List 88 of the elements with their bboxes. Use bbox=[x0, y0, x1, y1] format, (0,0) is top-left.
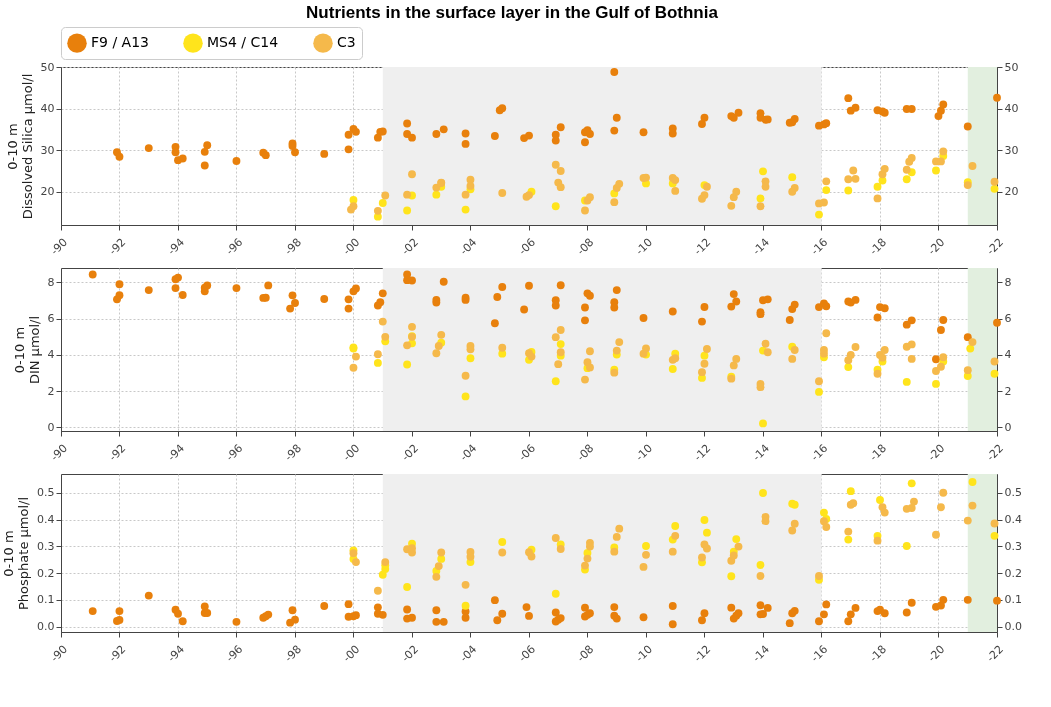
x-tick-label: -12 bbox=[691, 235, 714, 258]
y-tick-label: 8 bbox=[47, 275, 55, 289]
x-tick-label: -96 bbox=[223, 441, 246, 464]
x-tick-label: -02 bbox=[399, 642, 421, 665]
y-axis-title: 0-10 m Dissolved Silica µmol/l bbox=[4, 73, 35, 220]
x-tick-label: -94 bbox=[165, 642, 187, 665]
x-tick-label: -18 bbox=[867, 235, 889, 258]
x-tick-label: -90 bbox=[48, 235, 70, 258]
x-tick-label: -90 bbox=[48, 642, 70, 665]
x-tick-label: -90 bbox=[48, 441, 70, 464]
x-tick-label: -10 bbox=[633, 642, 655, 665]
y2-tick-label: 50 bbox=[1004, 60, 1019, 74]
x-tick-label: -98 bbox=[282, 642, 304, 665]
x-tick-label: -96 bbox=[223, 235, 246, 258]
x-tick-label: -92 bbox=[106, 441, 129, 464]
y-tick-label: 2 bbox=[47, 384, 55, 398]
x-tick-label: -22 bbox=[984, 235, 1006, 258]
x-tick-label: -12 bbox=[691, 642, 714, 665]
y-tick-label: 0.2 bbox=[37, 566, 55, 580]
x-tick-label: -08 bbox=[574, 235, 597, 258]
x-tick-label: -06 bbox=[516, 235, 538, 258]
x-tick-label: -02 bbox=[399, 441, 421, 464]
y2-tick-label: 40 bbox=[1004, 102, 1019, 116]
x-tick-label: -94 bbox=[165, 441, 187, 464]
y-tick-label: 0.4 bbox=[37, 513, 55, 527]
x-tick-label: -22 bbox=[984, 441, 1006, 464]
x-tick-label: -16 bbox=[808, 642, 831, 665]
x-tick-label: -00 bbox=[340, 235, 363, 258]
x-tick-label: -94 bbox=[165, 235, 187, 258]
x-tick-label: -16 bbox=[808, 235, 831, 258]
y-tick-label: 0.3 bbox=[37, 539, 55, 553]
y2-tick-label: 0 bbox=[1004, 420, 1012, 434]
x-tick-label: -18 bbox=[867, 441, 889, 464]
x-tick-label: -18 bbox=[867, 642, 889, 665]
y-tick-label: 30 bbox=[40, 143, 55, 157]
x-tick-label: -04 bbox=[457, 441, 480, 464]
legend-label: C3 bbox=[337, 34, 356, 51]
chart-title: Nutrients in the surface layer in the Gulf of Bothnia bbox=[306, 3, 719, 22]
legend-label: F9 / A13 bbox=[91, 34, 149, 51]
y2-tick-label: 0.1 bbox=[1004, 593, 1022, 607]
y-tick-label: 0.0 bbox=[37, 620, 55, 634]
x-tick-label: -14 bbox=[750, 441, 772, 464]
y-tick-label: 20 bbox=[40, 185, 55, 199]
x-tick-label: -20 bbox=[925, 235, 948, 258]
y-tick-label: 40 bbox=[40, 102, 55, 116]
y2-tick-label: 20 bbox=[1004, 185, 1019, 199]
legend-label: MS4 / C14 bbox=[207, 34, 279, 51]
x-tick-label: -92 bbox=[106, 235, 129, 258]
x-tick-label: -10 bbox=[633, 441, 655, 464]
y-tick-label: 4 bbox=[47, 348, 55, 362]
y2-tick-label: 6 bbox=[1004, 312, 1012, 326]
x-tick-label: -98 bbox=[282, 441, 304, 464]
x-tick-label: -22 bbox=[984, 642, 1006, 665]
x-tick-label: -04 bbox=[457, 642, 480, 665]
x-tick-label: -02 bbox=[399, 235, 421, 258]
x-tick-label: -16 bbox=[808, 441, 831, 464]
y-tick-label: 0.1 bbox=[37, 593, 55, 607]
y2-tick-label: 0.0 bbox=[1004, 620, 1022, 634]
y-tick-label: 6 bbox=[47, 312, 55, 326]
x-tick-label: -98 bbox=[282, 235, 304, 258]
x-tick-label: -96 bbox=[223, 642, 246, 665]
x-tick-label: -14 bbox=[750, 235, 772, 258]
x-tick-label: -06 bbox=[516, 441, 538, 464]
y2-tick-label: 0.4 bbox=[1004, 513, 1022, 527]
y2-tick-label: 0.2 bbox=[1004, 566, 1022, 580]
y-tick-label: 0 bbox=[47, 420, 55, 434]
x-tick-label: -20 bbox=[925, 441, 948, 464]
x-tick-label: -10 bbox=[633, 235, 655, 258]
y2-tick-label: 30 bbox=[1004, 143, 1019, 157]
x-tick-label: -00 bbox=[340, 441, 363, 464]
x-tick-label: -92 bbox=[106, 642, 129, 665]
y2-tick-label: 2 bbox=[1004, 384, 1012, 398]
x-tick-label: -04 bbox=[457, 235, 480, 258]
x-tick-label: -12 bbox=[691, 441, 714, 464]
y2-tick-label: 0.3 bbox=[1004, 539, 1022, 553]
x-tick-label: -08 bbox=[574, 642, 597, 665]
x-tick-label: -20 bbox=[925, 642, 948, 665]
y2-tick-label: 4 bbox=[1004, 348, 1012, 362]
y-axis-title: 0-10 m Phosphate µmol/l bbox=[1, 497, 32, 610]
x-tick-label: -14 bbox=[750, 642, 772, 665]
y2-tick-label: 0.5 bbox=[1004, 486, 1022, 500]
x-tick-label: -06 bbox=[516, 642, 538, 665]
x-tick-label: -00 bbox=[340, 642, 363, 665]
y-tick-label: 0.5 bbox=[37, 486, 55, 500]
y-tick-label: 50 bbox=[40, 60, 55, 74]
x-tick-label: -08 bbox=[574, 441, 597, 464]
y-axis-title: 0-10 m DIN µmol/l bbox=[11, 315, 42, 385]
y2-tick-label: 8 bbox=[1004, 275, 1012, 289]
